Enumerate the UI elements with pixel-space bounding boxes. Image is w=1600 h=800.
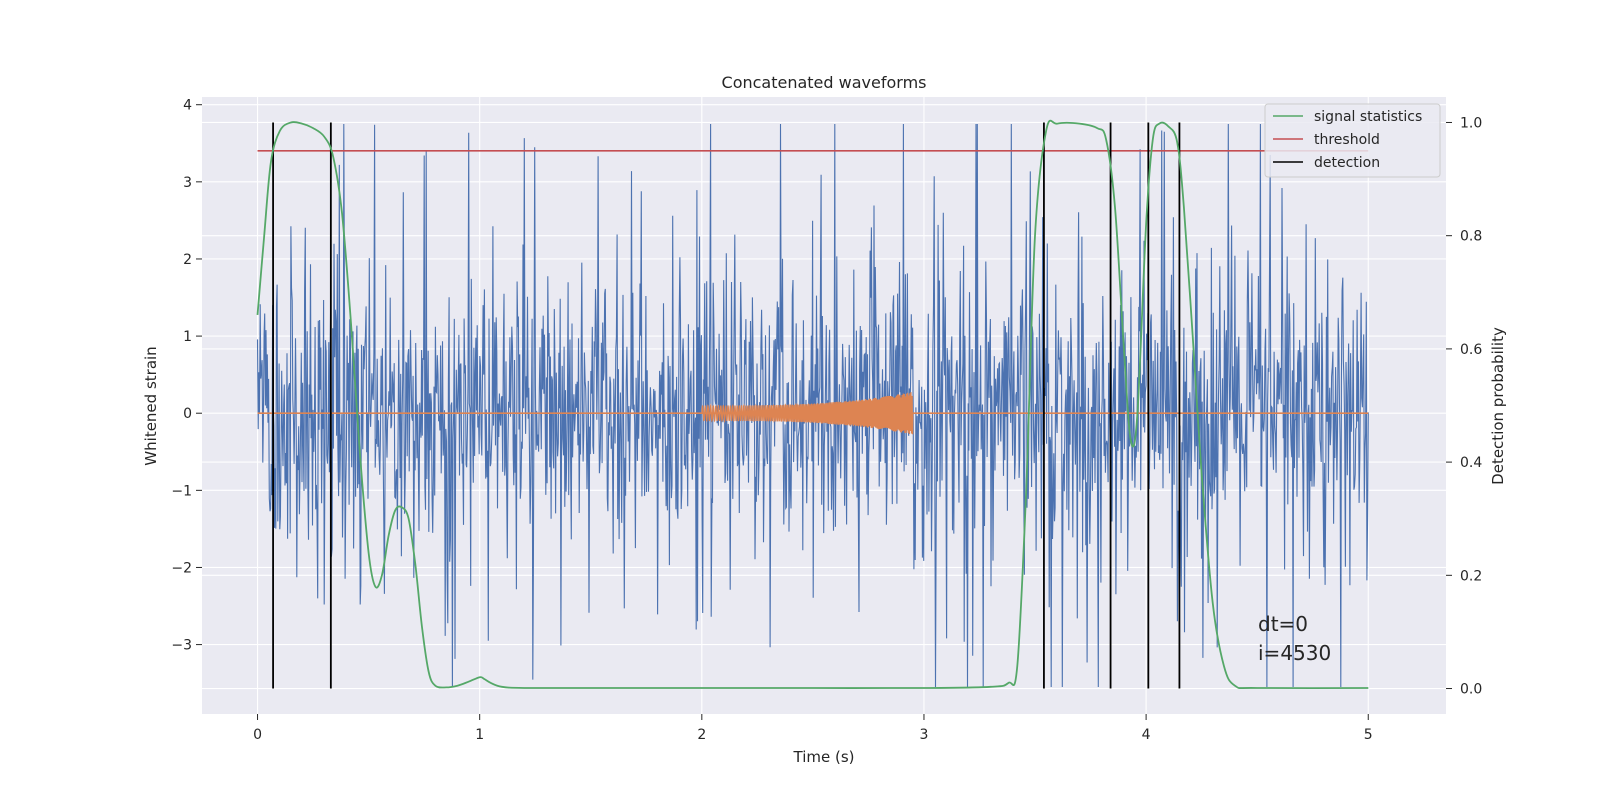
legend: signal statistics threshold detection [1264, 103, 1441, 178]
y2-axis-label: Detection probability [1489, 327, 1507, 485]
signal-statistics-line [256, 119, 1369, 690]
x-tick-label-4: 4 [1142, 727, 1151, 743]
y-tick-label-4: 1 [183, 329, 192, 345]
legend-box [1264, 103, 1441, 178]
x-tick-label-5: 5 [1364, 727, 1373, 743]
legend-label-signal-statistics: signal statistics [1314, 109, 1422, 125]
x-axis-label: Time (s) [793, 748, 855, 766]
y-tick-label-0: −3 [171, 638, 192, 654]
injection-series [257, 392, 1369, 435]
legend-label-detection: detection [1314, 155, 1380, 171]
legend-label-threshold: threshold [1314, 132, 1380, 148]
y-tick-label-1: −2 [171, 560, 192, 576]
y2-tick-label-3: 0.6 [1460, 342, 1482, 358]
y-axis-label: Whitened strain [142, 346, 160, 465]
signal-statistics-series [256, 119, 1369, 690]
y2-tick-label-0: 0.0 [1460, 682, 1482, 698]
y-tick-label-5: 2 [183, 252, 192, 268]
injection-chirp [701, 392, 914, 435]
x-tick-label-2: 2 [697, 727, 706, 743]
y-tick-label-2: −1 [171, 483, 192, 499]
y-tick-label-3: 0 [183, 406, 192, 422]
axes: 0 1 2 3 4 5 −3 −2 −1 0 1 2 3 4 0.0 0.2 0.4 0.6 0.8 1.0 [171, 98, 1482, 743]
annotation-iteration: i=4530 [1258, 641, 1331, 665]
y-tick-label-6: 3 [183, 175, 192, 191]
y2-tick-label-2: 0.4 [1460, 455, 1482, 471]
x-tick-label-0: 0 [253, 727, 262, 743]
y2-tick-label-5: 1.0 [1460, 115, 1482, 131]
y2-tick-label-4: 0.8 [1460, 229, 1482, 245]
chart-title: Concatenated waveforms [722, 73, 927, 92]
x-tick-label-3: 3 [920, 727, 929, 743]
detection-series [272, 122, 1181, 689]
annotation-dt: dt=0 [1258, 612, 1308, 636]
y2-tick-label-1: 0.2 [1460, 568, 1482, 584]
y-tick-label-7: 4 [183, 98, 192, 114]
x-tick-label-1: 1 [475, 727, 484, 743]
